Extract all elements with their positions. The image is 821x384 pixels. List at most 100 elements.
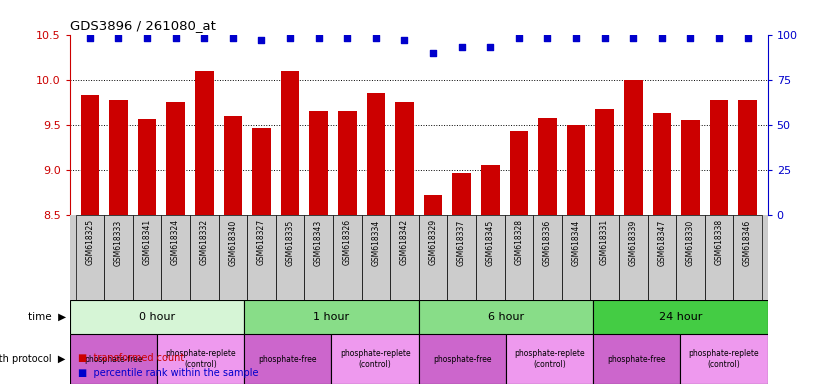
Bar xyxy=(447,215,476,300)
Point xyxy=(455,44,468,50)
Bar xyxy=(218,215,247,300)
Bar xyxy=(70,300,245,334)
Bar xyxy=(481,166,499,215)
Text: GSM618342: GSM618342 xyxy=(400,219,409,265)
Bar xyxy=(366,93,385,215)
Bar xyxy=(704,215,733,300)
Bar xyxy=(681,334,768,384)
Point xyxy=(713,35,726,41)
Bar xyxy=(305,215,333,300)
Point xyxy=(369,35,383,41)
Point xyxy=(570,35,583,41)
Bar xyxy=(653,113,671,215)
Point xyxy=(341,35,354,41)
Text: ■  transformed count: ■ transformed count xyxy=(78,353,184,363)
Text: GSM618333: GSM618333 xyxy=(114,219,123,265)
Bar xyxy=(80,95,99,215)
Text: GSM618337: GSM618337 xyxy=(457,219,466,265)
Text: GSM618328: GSM618328 xyxy=(514,219,523,265)
Point xyxy=(169,35,182,41)
Text: phosphate-free: phosphate-free xyxy=(433,354,492,364)
Text: phosphate-free: phosphate-free xyxy=(84,354,143,364)
Bar xyxy=(538,119,557,215)
Text: GDS3896 / 261080_at: GDS3896 / 261080_at xyxy=(70,19,216,32)
Bar xyxy=(595,109,614,215)
Bar xyxy=(138,119,156,215)
Bar xyxy=(395,102,414,215)
Bar xyxy=(593,300,768,334)
Text: phosphate-replete
(control): phosphate-replete (control) xyxy=(340,349,410,369)
Bar xyxy=(133,215,161,300)
Text: GSM618344: GSM618344 xyxy=(571,219,580,265)
Bar xyxy=(390,215,419,300)
Bar xyxy=(245,300,419,334)
Text: 0 hour: 0 hour xyxy=(139,312,175,322)
Point xyxy=(626,35,640,41)
Bar xyxy=(70,334,157,384)
Bar xyxy=(593,334,681,384)
Text: GSM618329: GSM618329 xyxy=(429,219,438,265)
Text: GSM618326: GSM618326 xyxy=(342,219,351,265)
Point xyxy=(112,35,125,41)
Bar xyxy=(566,125,585,215)
Point xyxy=(198,35,211,41)
Bar xyxy=(157,334,245,384)
Bar xyxy=(161,215,190,300)
Bar xyxy=(505,215,533,300)
Bar xyxy=(590,215,619,300)
Bar xyxy=(738,99,757,215)
Point xyxy=(398,37,411,43)
Bar xyxy=(476,215,505,300)
Text: GSM618327: GSM618327 xyxy=(257,219,266,265)
Bar xyxy=(419,215,447,300)
Bar xyxy=(562,215,590,300)
Point xyxy=(140,35,154,41)
Text: GSM618345: GSM618345 xyxy=(486,219,495,265)
Point xyxy=(541,35,554,41)
Point xyxy=(83,35,96,41)
Point xyxy=(312,35,325,41)
Text: GSM618346: GSM618346 xyxy=(743,219,752,265)
Text: growth protocol  ▶: growth protocol ▶ xyxy=(0,354,66,364)
Text: 1 hour: 1 hour xyxy=(314,312,350,322)
Bar xyxy=(223,116,242,215)
Text: phosphate-free: phosphate-free xyxy=(259,354,317,364)
Bar xyxy=(510,131,528,215)
Text: phosphate-free: phosphate-free xyxy=(608,354,666,364)
Bar xyxy=(709,99,728,215)
Text: 6 hour: 6 hour xyxy=(488,312,524,322)
Point xyxy=(283,35,296,41)
Bar xyxy=(252,127,271,215)
Bar xyxy=(195,71,213,215)
Text: GSM618330: GSM618330 xyxy=(686,219,695,265)
Bar xyxy=(338,111,356,215)
Bar xyxy=(276,215,305,300)
Bar xyxy=(452,173,471,215)
Bar xyxy=(419,300,594,334)
Text: GSM618325: GSM618325 xyxy=(85,219,94,265)
Bar xyxy=(424,195,443,215)
Text: phosphate-replete
(control): phosphate-replete (control) xyxy=(165,349,236,369)
Text: ■  percentile rank within the sample: ■ percentile rank within the sample xyxy=(78,368,259,378)
Bar xyxy=(333,215,361,300)
Text: GSM618338: GSM618338 xyxy=(714,219,723,265)
Text: GSM618339: GSM618339 xyxy=(629,219,638,265)
Text: GSM618340: GSM618340 xyxy=(228,219,237,265)
Text: GSM618341: GSM618341 xyxy=(143,219,152,265)
Text: GSM618347: GSM618347 xyxy=(658,219,667,265)
Text: phosphate-replete
(control): phosphate-replete (control) xyxy=(514,349,585,369)
Bar xyxy=(76,215,104,300)
Bar xyxy=(681,120,699,215)
Bar xyxy=(167,102,185,215)
Text: GSM618332: GSM618332 xyxy=(200,219,209,265)
Bar xyxy=(506,334,594,384)
Point xyxy=(598,35,611,41)
Text: GSM618335: GSM618335 xyxy=(286,219,295,265)
Bar xyxy=(190,215,218,300)
Bar xyxy=(419,334,506,384)
Text: GSM618336: GSM618336 xyxy=(543,219,552,265)
Point xyxy=(512,35,525,41)
Text: GSM618324: GSM618324 xyxy=(171,219,180,265)
Point xyxy=(227,35,240,41)
Bar xyxy=(281,71,300,215)
